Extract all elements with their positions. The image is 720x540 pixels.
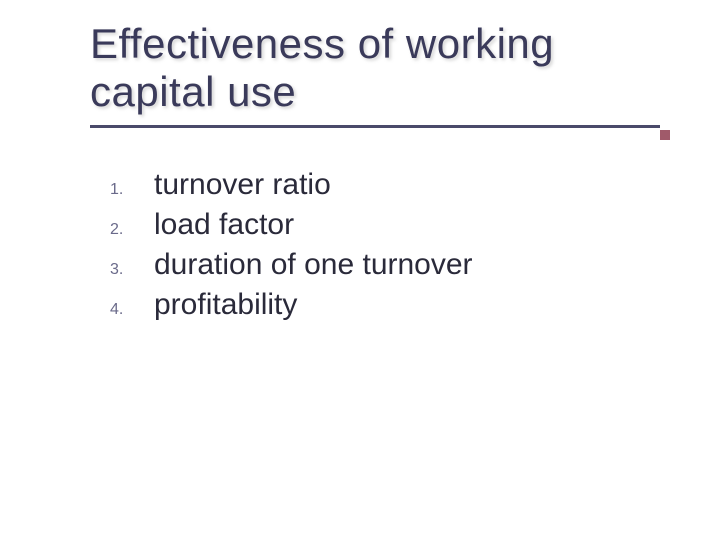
list-number: 1.	[110, 181, 154, 199]
list-item: 3. duration of one turnover	[110, 248, 660, 282]
list-text: profitability	[154, 288, 297, 322]
title-block: Effectiveness of working capital use	[90, 20, 660, 128]
list-container: 1. turnover ratio 2. load factor 3. dura…	[90, 158, 660, 322]
list-item: 4. profitability	[110, 288, 660, 322]
list-number: 4.	[110, 301, 154, 319]
title-underline	[90, 125, 660, 128]
list-text: load factor	[154, 208, 294, 242]
slide-title: Effectiveness of working capital use	[90, 20, 660, 117]
list-number: 3.	[110, 261, 154, 279]
list-text: turnover ratio	[154, 168, 331, 202]
list-item: 2. load factor	[110, 208, 660, 242]
list-item: 1. turnover ratio	[110, 168, 660, 202]
list-text: duration of one turnover	[154, 248, 473, 282]
slide-container: Effectiveness of working capital use 1. …	[0, 0, 720, 540]
list-number: 2.	[110, 221, 154, 239]
